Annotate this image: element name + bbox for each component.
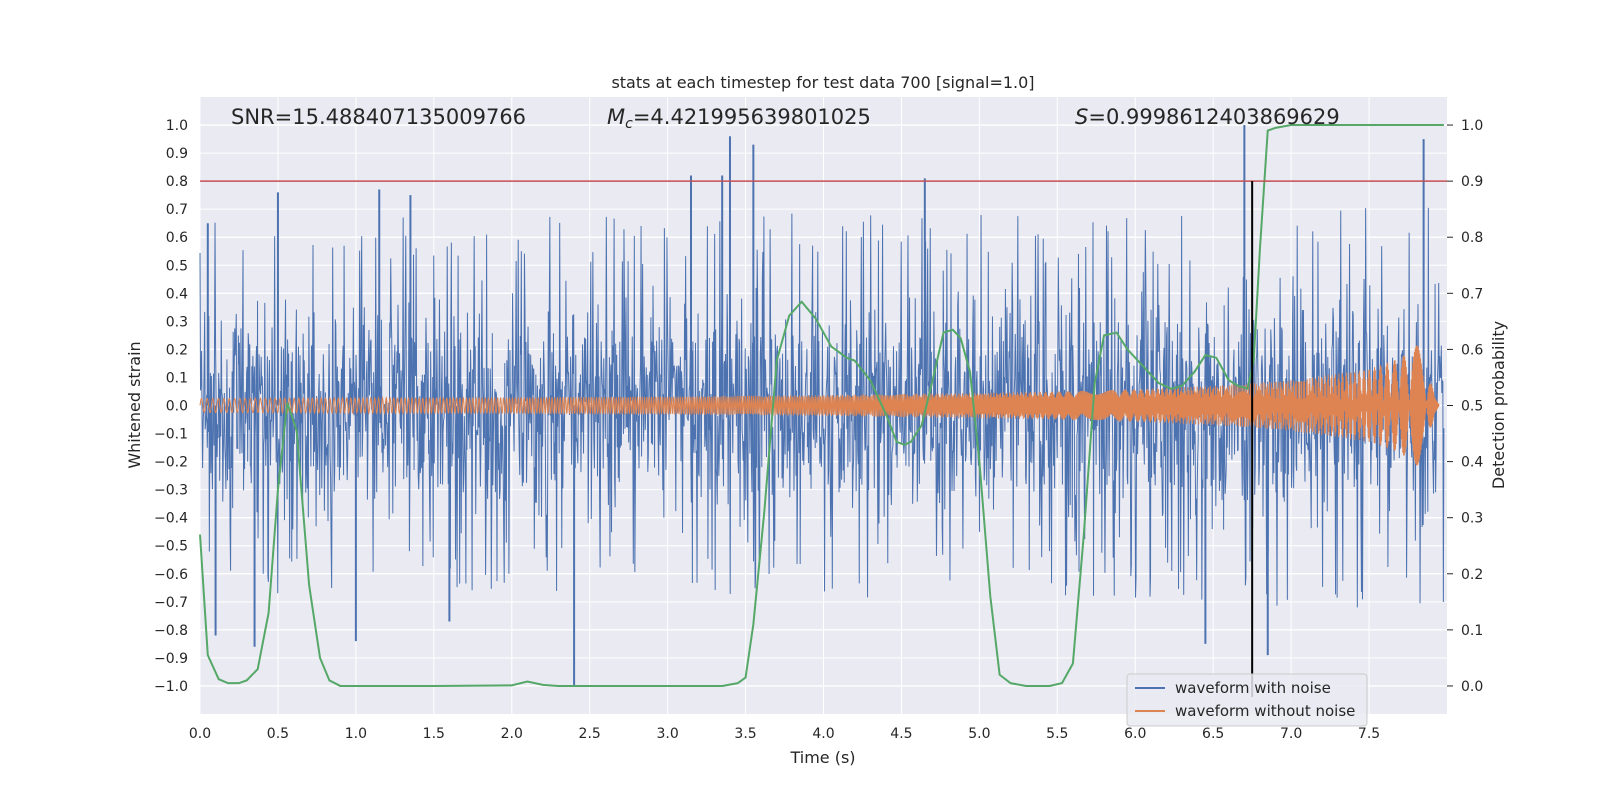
y-tick-label: −0.6 <box>154 567 188 583</box>
y-axis-ticks: 1.0 0.9 0.8 0.7 0.6 0.5 0.4 0.3 0.2 0.1 0.0 −0.1 −0.… <box>154 118 188 695</box>
legend-label-clean: waveform without noise <box>1175 702 1355 720</box>
legend: waveform with noise waveform without noi… <box>1126 673 1368 727</box>
y2-tick-label: 0.6 <box>1461 342 1483 358</box>
probability-line <box>199 124 1444 687</box>
probability-series <box>199 124 1444 687</box>
y2-axis-label: Detection probability <box>1489 321 1508 489</box>
y2-tick-label: 0.9 <box>1461 174 1483 190</box>
significance-annotation: S=0.9998612403869629 <box>1075 105 1340 129</box>
y2-axis-ticks: 1.0 0.9 0.8 0.7 0.6 0.5 0.4 0.3 0.2 0.1 0.0 <box>1447 118 1483 695</box>
mc-value: =4.421995639801025 <box>633 105 871 129</box>
y2-tick-label: 0.4 <box>1461 455 1483 471</box>
y-tick-label: −0.5 <box>154 539 188 555</box>
mc-symbol: M <box>607 105 625 129</box>
y-tick-label: 0.1 <box>166 370 188 386</box>
y2-tick-label: 0.7 <box>1461 286 1483 302</box>
snr-annotation: SNR=15.488407135009766 <box>231 105 526 129</box>
chart-title: stats at each timestep for test data 700… <box>611 73 1034 92</box>
x-tick-label: 1.0 <box>345 726 367 742</box>
x-tick-label: 6.0 <box>1124 726 1146 742</box>
clean-waveform-series <box>199 345 1440 466</box>
x-axis-ticks: 0.0 0.5 1.0 1.5 2.0 2.5 3.0 3.5 4.0 4.5 5.0 5.5 6.0 6… <box>189 726 1380 742</box>
x-tick-label: 3.0 <box>656 726 678 742</box>
x-tick-label: 2.0 <box>501 726 523 742</box>
chirp-mass-annotation: Mc=4.421995639801025 <box>607 105 871 132</box>
x-tick-label: 5.0 <box>968 726 990 742</box>
x-tick-label: 0.0 <box>189 726 211 742</box>
x-tick-label: 0.5 <box>267 726 289 742</box>
clean-waveform-line <box>199 345 1440 466</box>
y-tick-label: 0.5 <box>166 258 188 274</box>
x-tick-label: 7.5 <box>1358 726 1380 742</box>
x-tick-label: 1.5 <box>423 726 445 742</box>
x-tick-label: 3.5 <box>734 726 756 742</box>
y-tick-label: −0.4 <box>154 511 188 527</box>
y-tick-label: 0.2 <box>166 342 188 358</box>
y-tick-label: −0.8 <box>154 623 188 639</box>
y-tick-label: 0.0 <box>166 399 188 415</box>
reference-lines <box>200 180 1447 698</box>
x-tick-label: 4.0 <box>812 726 834 742</box>
y2-tick-label: 0.0 <box>1461 679 1483 695</box>
x-tick-label: 5.5 <box>1046 726 1068 742</box>
s-symbol: S <box>1075 105 1088 129</box>
s-value: =0.9998612403869629 <box>1088 105 1339 129</box>
legend-label-noisy: waveform with noise <box>1175 679 1331 697</box>
y-axis-label: Whitened strain <box>125 341 144 468</box>
x-tick-label: 7.0 <box>1280 726 1302 742</box>
x-tick-label: 2.5 <box>579 726 601 742</box>
y2-tick-label: 0.2 <box>1461 567 1483 583</box>
y-tick-label: 1.0 <box>166 118 188 134</box>
y-tick-label: −1.0 <box>154 679 188 695</box>
legend-box <box>1126 673 1368 727</box>
x-axis-label: Time (s) <box>789 748 855 767</box>
x-tick-label: 6.5 <box>1202 726 1224 742</box>
y-tick-label: 0.3 <box>166 314 188 330</box>
y2-tick-label: 1.0 <box>1461 118 1483 134</box>
y-tick-label: 0.9 <box>166 146 188 162</box>
y-tick-label: 0.4 <box>166 286 188 302</box>
y-tick-label: −0.1 <box>154 427 188 443</box>
mc-subscript: c <box>625 116 633 132</box>
y2-tick-label: 0.3 <box>1461 511 1483 527</box>
y-tick-label: −0.9 <box>154 651 188 667</box>
y2-tick-label: 0.1 <box>1461 623 1483 639</box>
y-tick-label: −0.2 <box>154 455 188 471</box>
y-tick-label: −0.3 <box>154 483 188 499</box>
y2-tick-label: 0.5 <box>1461 399 1483 415</box>
x-tick-label: 4.5 <box>890 726 912 742</box>
y2-tick-label: 0.8 <box>1461 230 1483 246</box>
y-tick-label: 0.6 <box>166 230 188 246</box>
y-tick-label: 0.7 <box>166 202 188 218</box>
y-tick-label: 0.8 <box>166 174 188 190</box>
y-tick-label: −0.7 <box>154 595 188 611</box>
